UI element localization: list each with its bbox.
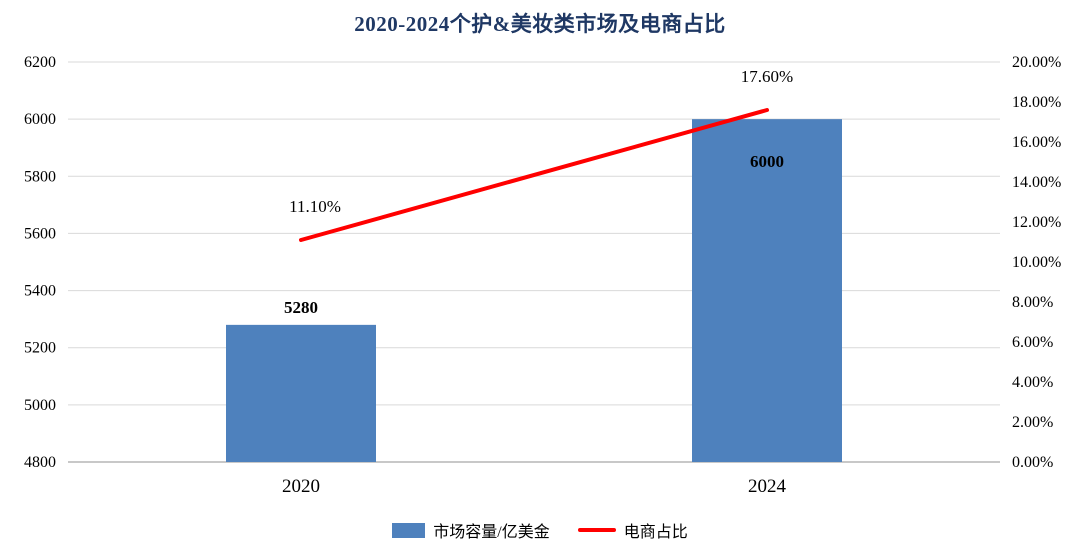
right-axis-tick-label: 20.00% — [1012, 54, 1061, 71]
left-axis-tick-label: 5200 — [24, 340, 56, 357]
right-axis-tick-label: 14.00% — [1012, 174, 1061, 191]
left-axis-tick-label: 5800 — [24, 168, 56, 185]
left-axis-tick-label: 6000 — [24, 111, 56, 128]
left-axis-tick-label: 4800 — [24, 454, 56, 471]
bar-value-label: 6000 — [750, 152, 784, 171]
right-axis-tick-label: 2.00% — [1012, 414, 1053, 431]
trend-line — [299, 108, 769, 242]
bar-2024 — [692, 119, 842, 463]
bar-2020 — [226, 324, 376, 462]
x-axis-label: 2020 — [282, 476, 320, 497]
x-axis-label: 2024 — [748, 476, 787, 497]
line-value-label: 17.60% — [741, 67, 793, 86]
left-axis-tick-label: 5400 — [24, 283, 56, 300]
right-axis-tick-label: 0.00% — [1012, 454, 1053, 471]
legend-item-ecommerce-share: 电商占比 — [577, 518, 688, 542]
right-axis-tick-label: 8.00% — [1012, 294, 1053, 311]
right-axis-tick-label: 16.00% — [1012, 134, 1061, 151]
left-axis-tick-label: 6200 — [24, 54, 56, 71]
bar-value-label: 5280 — [284, 298, 318, 317]
left-axis-tick-label: 5600 — [24, 225, 56, 242]
bar-series-swatch — [392, 522, 426, 538]
line-series-swatch — [577, 528, 616, 532]
legend-item-market-size: 市场容量/亿美金 — [392, 518, 550, 542]
line-value-label: 11.10% — [289, 197, 341, 216]
right-axis-tick-label: 10.00% — [1012, 254, 1061, 271]
legend-label-market-size: 市场容量/亿美金 — [433, 524, 550, 541]
legend-label-ecommerce-share: 电商占比 — [623, 524, 688, 541]
chart-legend: 市场容量/亿美金 电商占比 — [0, 518, 1080, 542]
left-axis-tick-label: 5000 — [24, 397, 56, 414]
right-axis-tick-label: 6.00% — [1012, 334, 1053, 351]
right-axis-tick-label: 12.00% — [1012, 214, 1061, 231]
right-axis-tick-label: 18.00% — [1012, 94, 1061, 111]
right-axis-tick-label: 4.00% — [1012, 374, 1053, 391]
chart-title: 2020-2024个护&美妆类市场及电商占比 — [354, 12, 726, 36]
